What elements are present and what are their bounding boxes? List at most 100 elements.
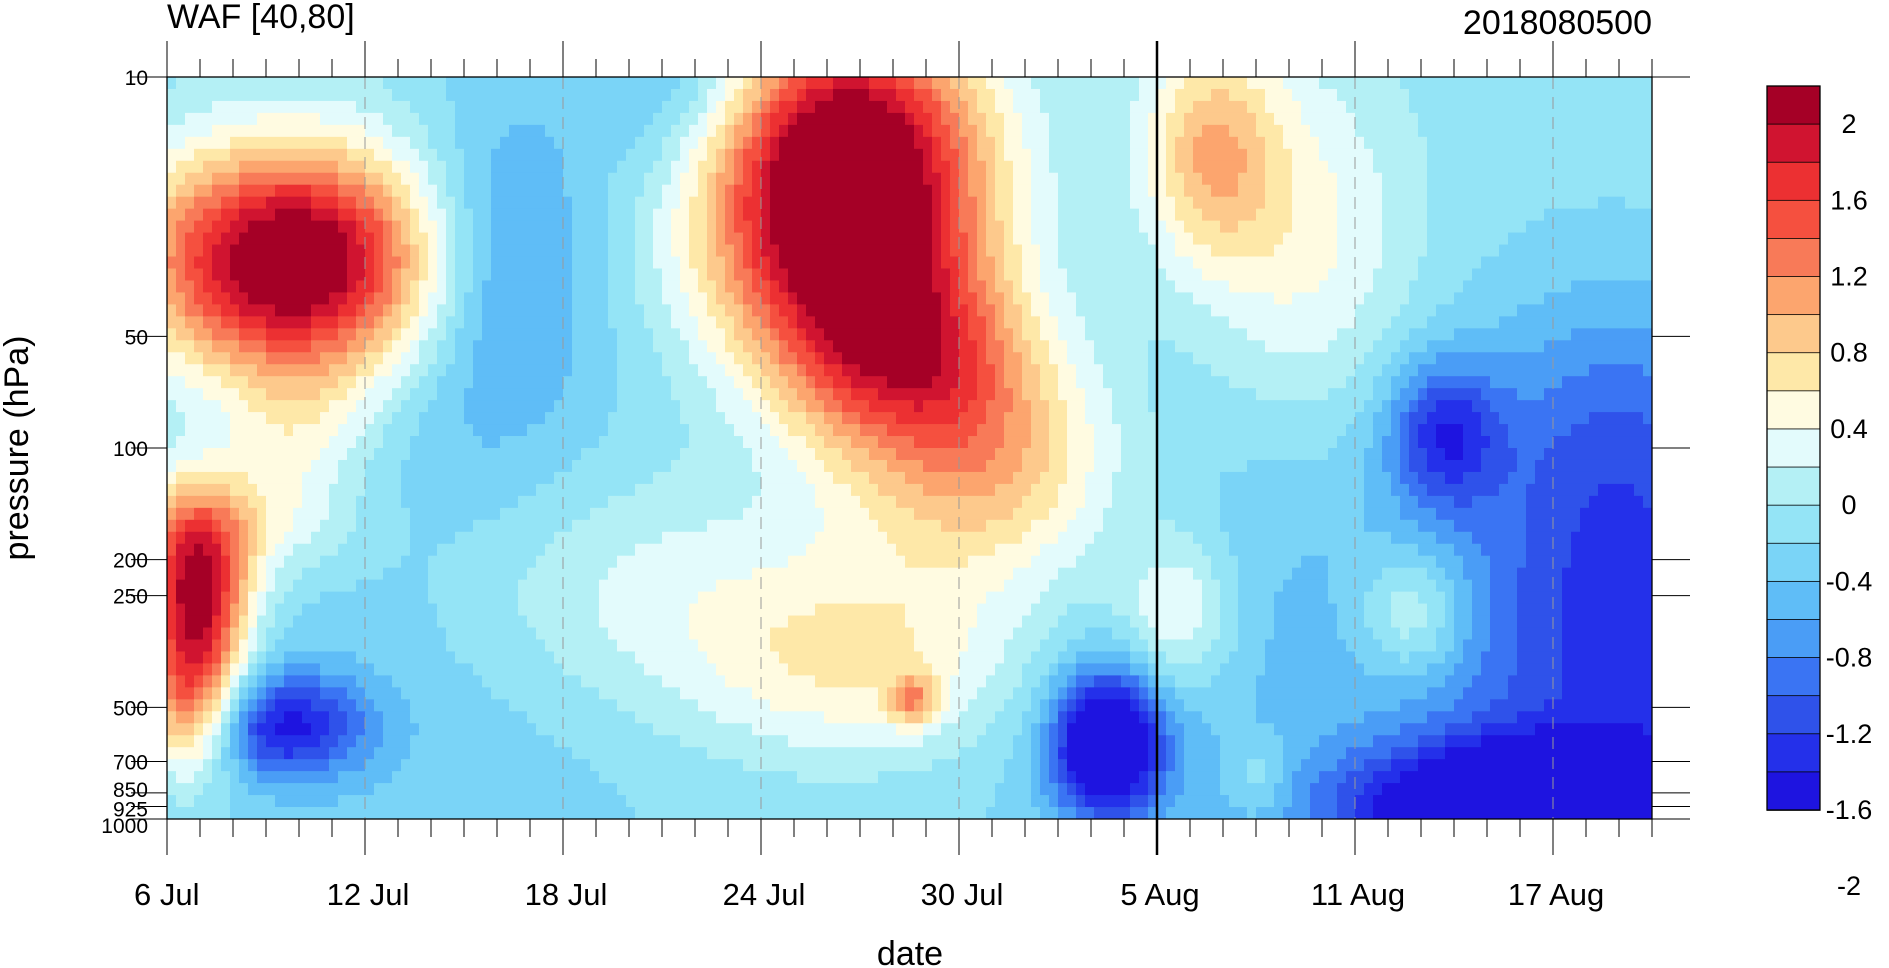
field-cell: [770, 388, 780, 401]
field-cell: [680, 711, 690, 724]
field-cell: [752, 161, 762, 174]
field-cell: [410, 544, 420, 557]
field-cell: [851, 616, 861, 629]
field-cell: [464, 400, 474, 413]
field-cell: [473, 328, 483, 341]
field-cell: [563, 149, 573, 162]
field-cell: [599, 735, 609, 748]
field-cell: [248, 292, 258, 305]
field-cell: [419, 711, 429, 724]
field-cell: [680, 292, 690, 305]
field-cell: [698, 460, 708, 473]
field-cell: [464, 89, 474, 102]
field-cell: [626, 472, 636, 485]
field-cell: [689, 556, 699, 569]
field-cell: [302, 185, 312, 198]
field-cell: [401, 628, 411, 641]
field-cell: [572, 783, 582, 796]
field-cell: [743, 340, 753, 353]
field-cell: [725, 532, 735, 545]
field-cell: [248, 687, 258, 700]
field-cell: [698, 424, 708, 437]
field-cell: [500, 604, 510, 617]
field-cell: [491, 316, 501, 329]
field-cell: [500, 436, 510, 449]
field-cell: [464, 125, 474, 138]
field-cell: [590, 592, 600, 605]
field-cell: [473, 233, 483, 246]
field-cell: [383, 759, 393, 772]
field-cell: [266, 735, 276, 748]
field-cell: [302, 508, 312, 521]
field-cell: [482, 556, 492, 569]
field-cell: [230, 376, 240, 389]
field-cell: [797, 484, 807, 497]
field-cell: [734, 400, 744, 413]
field-cell: [743, 149, 753, 162]
field-cell: [275, 436, 285, 449]
field-cell: [212, 795, 222, 808]
field-cell: [212, 316, 222, 329]
field-cell: [608, 316, 618, 329]
field-cell: [824, 376, 834, 389]
field-cell: [401, 699, 411, 712]
field-cell: [284, 412, 294, 425]
field-cell: [293, 149, 303, 162]
field-cell: [419, 292, 429, 305]
field-cell: [248, 532, 258, 545]
field-cell: [878, 388, 888, 401]
field-cell: [194, 592, 204, 605]
field-cell: [311, 568, 321, 581]
field-cell: [302, 89, 312, 102]
field-cell: [239, 651, 249, 664]
field-cell: [329, 89, 339, 102]
field-cell: [455, 592, 465, 605]
field-cell: [734, 77, 744, 90]
field-cell: [698, 759, 708, 772]
field-cell: [680, 161, 690, 174]
field-cell: [356, 304, 366, 317]
field-cell: [689, 268, 699, 281]
field-cell: [509, 257, 519, 270]
field-cell: [851, 604, 861, 617]
field-cell: [797, 592, 807, 605]
field-cell: [797, 771, 807, 784]
field-cell: [878, 376, 888, 389]
field-cell: [842, 460, 852, 473]
field-cell: [581, 436, 591, 449]
field-cell: [779, 604, 789, 617]
field-cell: [671, 221, 681, 234]
field-cell: [887, 221, 897, 234]
field-cell: [572, 616, 582, 629]
field-cell: [581, 209, 591, 222]
field-cell: [734, 723, 744, 736]
field-cell: [572, 496, 582, 509]
field-cell: [833, 663, 843, 676]
field-cell: [761, 149, 771, 162]
field-cell: [860, 556, 870, 569]
field-cell: [824, 400, 834, 413]
field-cell: [311, 735, 321, 748]
field-cell: [563, 412, 573, 425]
field-cell: [347, 268, 357, 281]
field-cell: [599, 795, 609, 808]
field-cell: [257, 699, 267, 712]
field-cell: [248, 400, 258, 413]
field-cell: [482, 723, 492, 736]
field-cell: [491, 280, 501, 293]
field-cell: [527, 328, 537, 341]
field-cell: [473, 687, 483, 700]
field-cell: [176, 304, 186, 317]
field-cell: [500, 316, 510, 329]
field-cell: [527, 520, 537, 533]
field-cell: [365, 221, 375, 234]
field-cell: [797, 257, 807, 270]
field-cell: [329, 556, 339, 569]
field-cell: [563, 508, 573, 521]
field-cell: [590, 556, 600, 569]
field-cell: [869, 484, 879, 497]
field-cell: [869, 735, 879, 748]
field-cell: [464, 316, 474, 329]
field-cell: [761, 125, 771, 138]
field-cell: [617, 484, 627, 497]
